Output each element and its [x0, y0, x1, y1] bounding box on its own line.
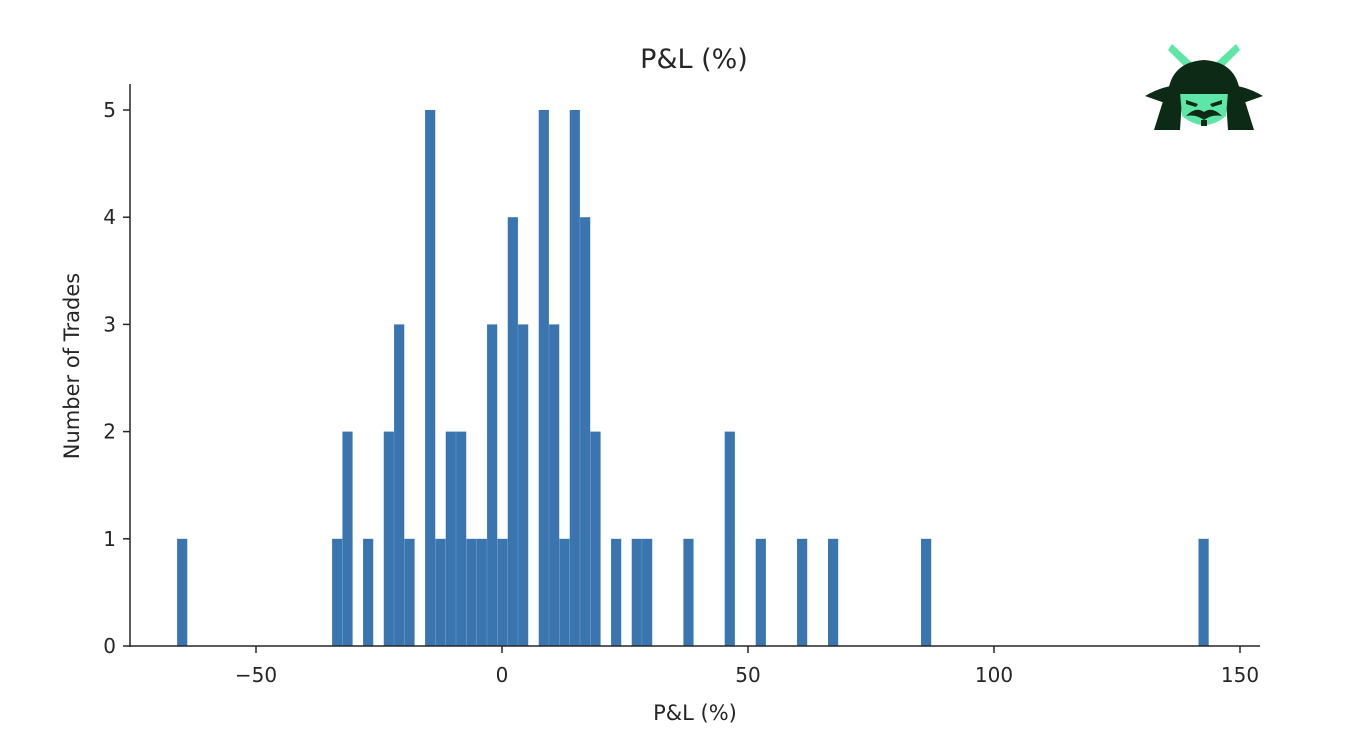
y-tick-label: 2: [103, 420, 116, 444]
histogram-bar: [466, 538, 477, 646]
histogram-bar: [404, 538, 415, 646]
histogram-bar: [549, 324, 560, 646]
histogram-bar: [755, 538, 766, 646]
y-axis-label: Number of Trades: [60, 273, 84, 459]
histogram-bar: [383, 431, 394, 646]
histogram-bar: [394, 324, 405, 646]
histogram-bar: [828, 538, 839, 646]
histogram-bar: [363, 538, 374, 646]
histogram-bar: [507, 217, 518, 646]
histogram-bar: [456, 431, 467, 646]
histogram-bar: [797, 538, 808, 646]
histogram-bar: [425, 110, 436, 646]
histogram-bar: [487, 324, 498, 646]
histogram-bar: [580, 217, 591, 646]
histogram-bar: [569, 110, 580, 646]
histogram-bar: [445, 431, 456, 646]
x-tick-label: 100: [975, 663, 1013, 687]
histogram-bar: [642, 538, 653, 646]
x-tick-label: 0: [496, 663, 509, 687]
samurai-helmet-icon: [1145, 44, 1263, 130]
chart-title: P&L (%): [640, 44, 748, 75]
histogram-bar: [1198, 538, 1209, 646]
x-tick-label: 50: [735, 663, 760, 687]
histogram-bar: [559, 538, 570, 646]
y-tick-label: 4: [103, 205, 116, 229]
y-axis-ticks: 0 1 2 3 4 5: [103, 98, 130, 658]
y-tick-label: 0: [103, 634, 116, 658]
histogram-bar: [476, 538, 487, 646]
histogram-bar: [724, 431, 735, 646]
histogram-bar: [611, 538, 622, 646]
histogram-bar: [177, 538, 188, 646]
histogram-bar: [435, 538, 446, 646]
x-axis-ticks: −50 0 50 100 150: [235, 646, 1259, 687]
histogram-bar: [518, 324, 529, 646]
histogram-bar: [332, 538, 343, 646]
histogram-bars: [177, 110, 1209, 646]
histogram-bar: [631, 538, 642, 646]
histogram-bar: [590, 431, 601, 646]
x-tick-label: −50: [235, 663, 277, 687]
y-tick-label: 3: [103, 312, 116, 336]
histogram-bar: [538, 110, 549, 646]
x-tick-label: 150: [1221, 663, 1259, 687]
histogram-bar: [683, 538, 694, 646]
y-tick-label: 1: [103, 527, 116, 551]
x-axis-label: P&L (%): [653, 701, 737, 725]
histogram-bar: [342, 431, 353, 646]
histogram-bar: [921, 538, 932, 646]
histogram-bar: [497, 538, 508, 646]
y-tick-label: 5: [103, 98, 116, 122]
